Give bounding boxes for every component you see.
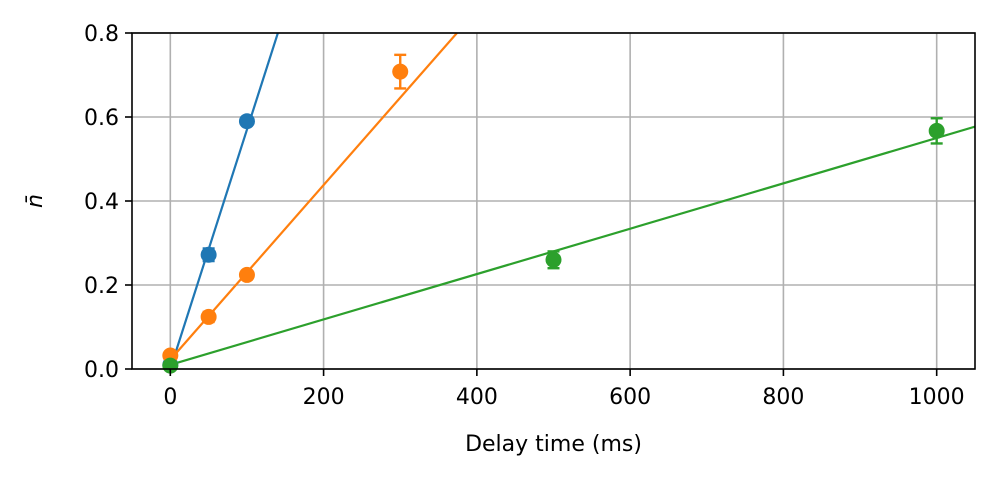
marker [392, 63, 409, 80]
data-point [200, 308, 217, 325]
marker [238, 266, 255, 283]
x-axis-label: Delay time (ms) [465, 432, 642, 457]
fit-line-series-0 [169, 33, 280, 369]
data-point [200, 246, 217, 263]
marker [200, 308, 217, 325]
marker [238, 113, 255, 130]
marker [545, 251, 562, 268]
fit-line-series-1 [169, 33, 459, 361]
axis-ticks: 0 200 400 600 800 1000 0.0 0.2 0.4 0.6 0.8 [84, 22, 965, 410]
fit-lines [169, 33, 975, 369]
grid-lines [132, 32, 975, 370]
y-tick-label: 0.8 [84, 22, 119, 47]
y-tick-label: 0.4 [84, 190, 119, 215]
y-tick-label: 0.2 [84, 274, 119, 299]
data-points [162, 53, 945, 374]
marker [928, 122, 945, 139]
y-tick-label: 0.0 [84, 358, 119, 383]
x-tick-label: 800 [762, 385, 804, 410]
data-point [545, 250, 562, 270]
x-tick-label: 400 [456, 385, 498, 410]
fit-line-series-2 [170, 125, 975, 366]
x-tick-label: 600 [609, 385, 651, 410]
marker [200, 246, 217, 263]
y-tick-label: 0.6 [84, 106, 119, 131]
data-point [928, 117, 945, 145]
x-tick-label: 200 [303, 385, 345, 410]
x-tick-label: 0 [163, 385, 177, 410]
data-point [238, 266, 255, 283]
data-point [238, 113, 255, 130]
y-axis-label: n̄ [23, 194, 48, 208]
data-point [392, 53, 409, 90]
x-tick-label: 1000 [909, 385, 965, 410]
